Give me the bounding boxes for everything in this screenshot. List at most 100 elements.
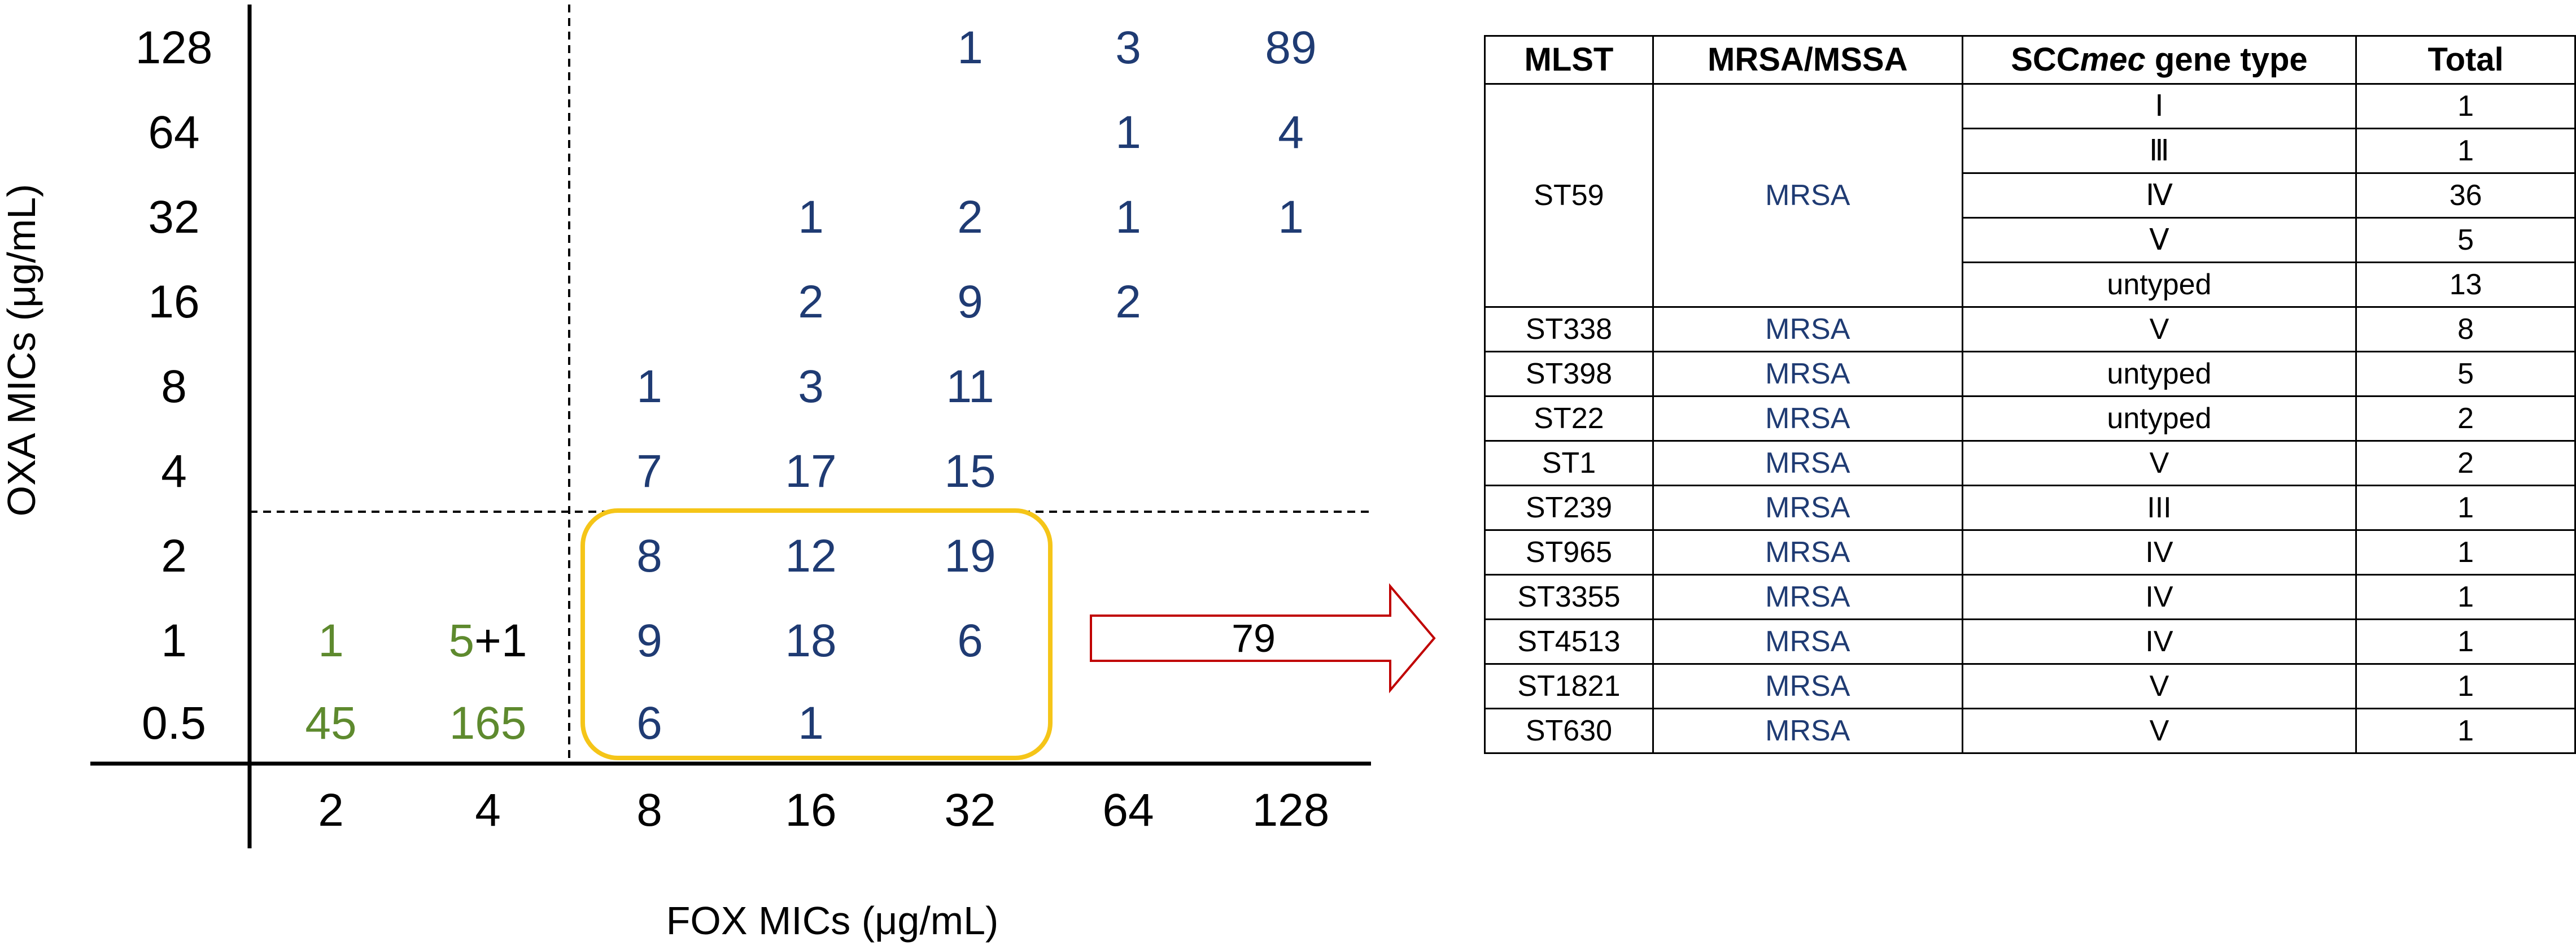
mic-cell: 2 (1115, 276, 1141, 328)
y-tick-label: 4 (161, 446, 187, 497)
cell-total: 2 (2355, 395, 2576, 442)
cell-sccmec-type: V (1961, 708, 2357, 754)
table-body: ST59 MRSA Ⅰ 1 Ⅲ 1 Ⅳ 36 Ⅴ 5 untyped 13 ST338 MRSA V 8 ST3… (1484, 83, 2576, 754)
table-row: ST1821 MRSA V 1 (1484, 663, 2576, 709)
mic-cell: 6 (636, 698, 662, 749)
cell-total: 1 (2355, 485, 2576, 531)
highlight-layer (580, 508, 1053, 760)
y-tick-label: 1 (161, 615, 187, 666)
mic-cell: 19 (944, 530, 996, 582)
cell-total: 1 (2355, 128, 2576, 174)
mic-cell-count: 165 (449, 698, 527, 749)
mic-cell-count: 9 (636, 615, 662, 666)
table-row: ST398 MRSA untyped 5 (1484, 351, 2576, 397)
mic-cell-count: 6 (636, 698, 662, 749)
mic-cell-count: 2 (957, 191, 983, 243)
cell-mrsa-mssa: MRSA (1652, 708, 1963, 754)
mic-cell-count: 12 (785, 530, 836, 582)
mic-cell: 2 (957, 191, 983, 243)
mic-cell: 1 (636, 361, 662, 412)
mic-cell: 1 (1115, 191, 1141, 243)
cell-mlst: ST338 (1484, 306, 1654, 352)
cell-mlst: ST4513 (1484, 618, 1654, 665)
table-row: ST965 MRSA IV 1 (1484, 529, 2576, 576)
col-header-scc: SCC (2011, 41, 2080, 78)
table-row: ST1 MRSA V 2 (1484, 440, 2576, 486)
table-row: untyped 13 (1485, 262, 2576, 308)
mic-cell-count: 18 (785, 615, 836, 666)
mic-cell: 9 (957, 276, 983, 328)
cell-mlst: ST239 (1484, 485, 1654, 531)
mic-cell: 1 (318, 615, 344, 666)
cell-total: 1 (2355, 574, 2576, 620)
cell-sccmec-type: untyped (1961, 262, 2357, 308)
mic-cell: 7 (636, 446, 662, 497)
table-row: ST630 MRSA V 1 (1484, 708, 2576, 754)
col-header-mlst: MLST (1484, 35, 1654, 85)
mlst-table: MLST MRSA/MSSA SCCmec gene type Total ST… (1484, 35, 2576, 754)
cell-sccmec-type: IV (1961, 618, 2357, 665)
cell-total: 1 (2355, 663, 2576, 709)
mic-cell: 11 (946, 361, 994, 412)
cell-sccmec-type: IV (1961, 574, 2357, 620)
mic-cell-count: 1 (318, 615, 344, 666)
y-tick-label: 16 (148, 276, 199, 328)
mic-cell: 3 (1115, 22, 1141, 73)
cell-mrsa-mssa: MRSA (1652, 485, 1963, 531)
cell-sccmec-type: untyped (1961, 351, 2357, 397)
x-tick-label: 32 (944, 785, 996, 836)
table-row: ST59 MRSA Ⅰ 1 (1484, 83, 2576, 308)
cell-mrsa-mssa: MRSA (1652, 395, 1963, 442)
cell-mlst: ST398 (1484, 351, 1654, 397)
mic-cell-count: 1 (957, 22, 983, 73)
cell-total: 36 (2355, 172, 2576, 219)
x-tick-label: 2 (318, 785, 344, 836)
mic-cell: 3 (798, 361, 824, 412)
mic-cell: 1 (798, 698, 824, 749)
cell-total: 5 (2355, 217, 2576, 263)
col-header-gene-type: gene type (2145, 41, 2308, 78)
mic-cell-count: 89 (1265, 22, 1316, 73)
mlst-table-container: MLST MRSA/MSSA SCCmec gene type Total ST… (1484, 35, 2576, 754)
cell-mlst: ST1 (1484, 440, 1654, 486)
cell-mlst: ST965 (1484, 529, 1654, 576)
mic-cell-count: 6 (957, 615, 983, 666)
cell-total: 5 (2355, 351, 2576, 397)
arrow-right-icon (1090, 583, 1436, 694)
mic-cell: 18 (785, 615, 836, 666)
table-row: ST22 MRSA untyped 2 (1484, 395, 2576, 442)
col-header-sccmec-gene-type: SCCmec gene type (1961, 35, 2357, 85)
cell-total: 1 (2355, 529, 2576, 576)
cell-sccmec-type: V (1961, 306, 2357, 352)
mic-cell-count: 5 (448, 615, 474, 666)
mic-cell: 89 (1265, 22, 1316, 73)
mic-cell: 9 (636, 615, 662, 666)
mic-cell-count: 11 (946, 361, 994, 412)
mic-cell: 4 (1278, 107, 1304, 158)
y-tick-label: 32 (148, 191, 199, 243)
arrow-group: 79 (1090, 583, 1436, 694)
cell-sccmec-type: Ⅴ (1961, 217, 2357, 263)
x-axis-label: FOX MICs (μg/mL) (666, 899, 999, 943)
x-tick-label: 8 (636, 785, 662, 836)
mic-cell: 45 (305, 698, 356, 749)
cell-sccmec-type: Ⅳ (1961, 172, 2357, 219)
mic-cell-count: 7 (636, 446, 662, 497)
mic-cell-count: 3 (798, 361, 824, 412)
cell-total: 2 (2355, 440, 2576, 486)
arrow-count-label: 79 (1232, 616, 1276, 660)
x-tick-label: 128 (1252, 785, 1330, 836)
cell-total: 8 (2355, 306, 2576, 352)
mic-cell-count: 45 (305, 698, 356, 749)
table-row: Ⅳ 36 (1485, 172, 2576, 219)
cell-mlst: ST59 (1484, 83, 1654, 308)
cell-sccmec-type: V (1961, 440, 2357, 486)
mic-cell-count: 3 (1115, 22, 1141, 73)
col-header-total: Total (2355, 35, 2576, 85)
x-tick-label: 4 (475, 785, 501, 836)
cell-mrsa-mssa: MRSA (1652, 306, 1963, 352)
mic-cell-count: 2 (1115, 276, 1141, 328)
